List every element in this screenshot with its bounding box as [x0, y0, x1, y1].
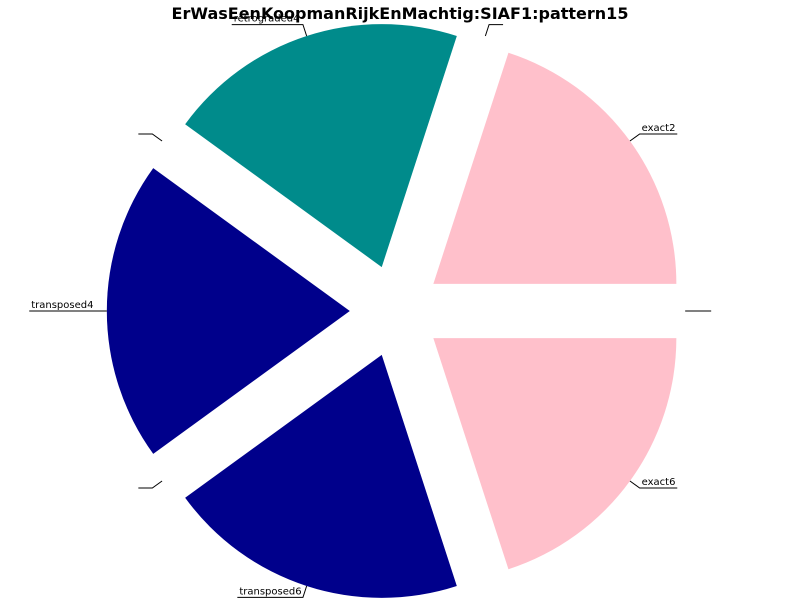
leader-line-exact2	[629, 133, 678, 142]
slice-label-retrograded4: retrograded4	[234, 14, 300, 25]
leader-line-empty-6	[138, 480, 163, 489]
pie-slice-transposed4	[106, 168, 350, 454]
leader-line-empty-4	[138, 133, 163, 142]
pie-labels: exact2 retrograded4 transposed4 transposed6…	[29, 14, 712, 598]
leader-line-empty-2	[484, 24, 504, 37]
pie-slice-exact6	[433, 338, 677, 570]
leader-line-exact6	[629, 480, 678, 489]
slice-label-transposed4: transposed4	[31, 300, 93, 311]
pie-slices	[106, 24, 677, 598]
pie-slice-transposed6	[185, 354, 457, 598]
leader-line-transposed6	[237, 585, 308, 598]
pie-slice-retrograded4	[185, 24, 457, 268]
slice-label-exact6: exact6	[642, 477, 676, 488]
slice-label-exact2: exact2	[642, 123, 676, 134]
slice-label-transposed6: transposed6	[239, 586, 301, 597]
pie-slice-exact2	[433, 52, 677, 284]
leader-line-retrograded4	[231, 24, 308, 37]
chart-title: ErWasEenKoopmanRijkEnMachtig:SIAF1:patte…	[171, 4, 629, 23]
